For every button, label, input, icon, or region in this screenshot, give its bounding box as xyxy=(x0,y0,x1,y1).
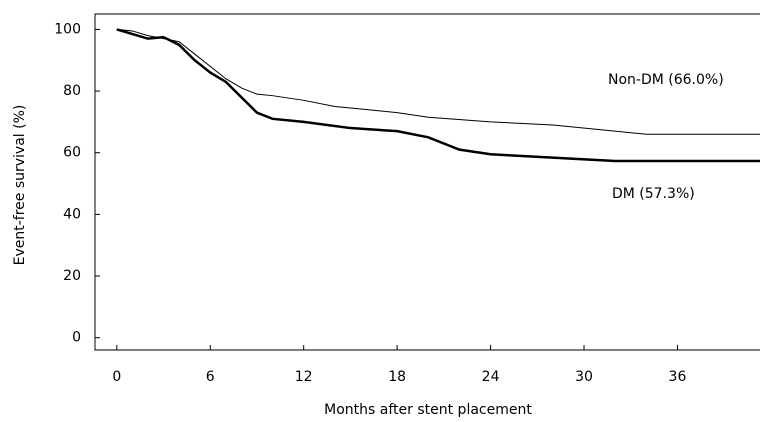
x-tick-label: 12 xyxy=(295,369,313,385)
y-tick-label: 0 xyxy=(72,330,81,346)
y-tick-label: 80 xyxy=(63,83,81,99)
plot-frame xyxy=(94,13,760,351)
x-tick-label: 0 xyxy=(112,369,121,385)
x-tick-label: 6 xyxy=(206,369,215,385)
series-label: Non-DM (66.0%) xyxy=(608,72,724,88)
series-label: DM (57.3%) xyxy=(612,186,695,202)
y-tick-label: 60 xyxy=(63,145,81,161)
y-tick-label: 20 xyxy=(63,268,81,284)
x-tick-label: 18 xyxy=(388,369,406,385)
x-tick-label: 30 xyxy=(575,369,593,385)
survival-curve xyxy=(116,28,760,163)
y-tick-label: 40 xyxy=(63,206,81,222)
x-tick-label: 36 xyxy=(669,369,687,385)
y-axis-title: Event-free survival (%) xyxy=(12,105,28,266)
x-axis-title: Months after stent placement xyxy=(324,402,532,418)
x-tick-label: 24 xyxy=(482,369,500,385)
y-tick-label: 100 xyxy=(54,21,81,37)
